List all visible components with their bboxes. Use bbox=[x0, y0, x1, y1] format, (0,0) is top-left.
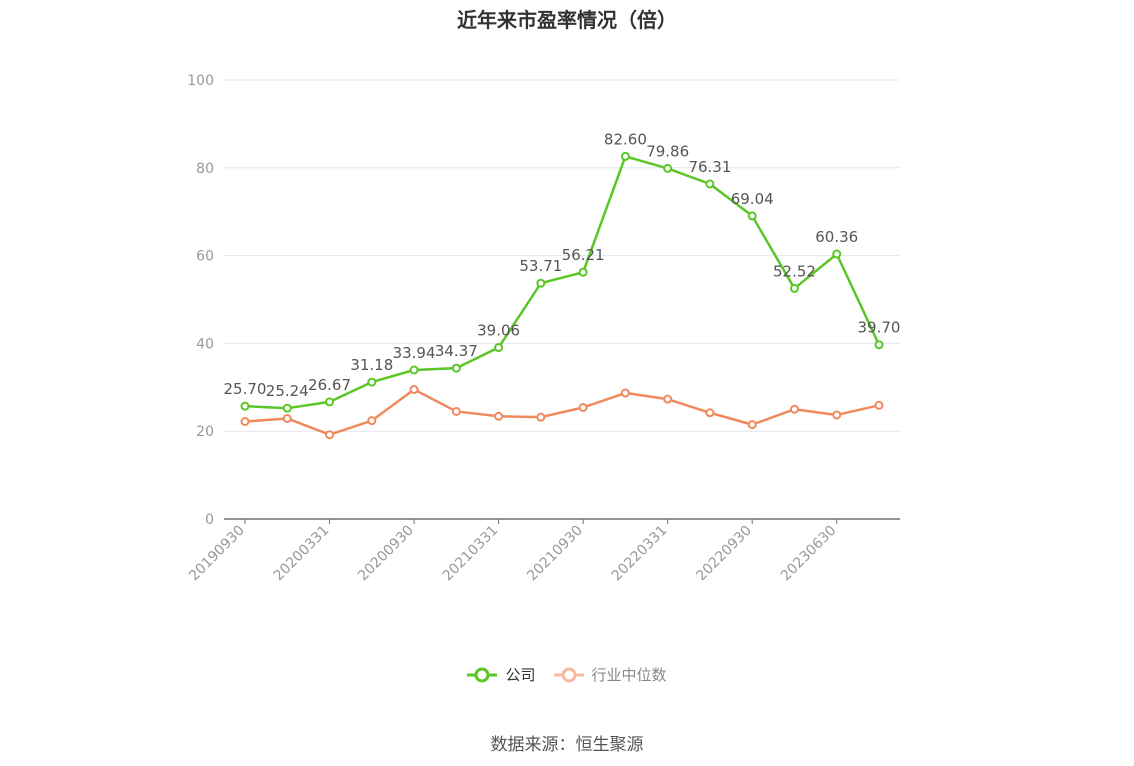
series-line bbox=[244, 155, 881, 410]
data-point bbox=[409, 384, 419, 394]
data-label: 39.06 bbox=[477, 322, 520, 340]
data-point bbox=[536, 412, 546, 422]
data-label: 82.60 bbox=[604, 130, 647, 148]
y-tick-label: 20 bbox=[196, 424, 214, 440]
legend-item-industry[interactable]: 行业中位数 bbox=[553, 664, 667, 685]
data-point bbox=[578, 267, 588, 277]
data-source-note: 数据来源：恒生聚源 bbox=[490, 735, 644, 755]
x-tick-label: 20200930 bbox=[355, 523, 417, 585]
legend: 公司 行业中位数 bbox=[0, 664, 1134, 685]
x-tick-label: 20190930 bbox=[186, 523, 248, 585]
x-tick-label: 20220930 bbox=[693, 523, 755, 585]
data-point bbox=[240, 417, 250, 427]
data-point bbox=[578, 402, 588, 412]
data-point bbox=[705, 408, 715, 418]
data-point bbox=[789, 404, 799, 414]
data-label: 53.71 bbox=[519, 257, 562, 275]
data-label: 79.86 bbox=[646, 142, 689, 160]
y-tick-label: 80 bbox=[196, 161, 214, 177]
data-label: 31.18 bbox=[350, 356, 393, 374]
x-tick-label: 20210331 bbox=[440, 523, 502, 585]
data-point bbox=[874, 400, 884, 410]
data-point bbox=[832, 249, 842, 259]
chart-title: 近年来市盈率情况（倍） bbox=[457, 8, 677, 32]
data-point bbox=[620, 151, 630, 161]
data-point bbox=[282, 413, 292, 423]
y-tick-label: 0 bbox=[205, 512, 214, 528]
y-tick-label: 100 bbox=[187, 73, 214, 89]
data-label: 56.21 bbox=[562, 246, 605, 264]
data-point bbox=[451, 406, 461, 416]
legend-line-circle-icon bbox=[467, 667, 498, 682]
y-tick-label: 60 bbox=[196, 249, 214, 265]
data-point bbox=[789, 283, 799, 293]
data-label: 33.94 bbox=[393, 344, 436, 362]
data-label: 26.67 bbox=[308, 376, 351, 394]
data-point bbox=[494, 343, 504, 353]
data-point bbox=[663, 163, 673, 173]
data-point bbox=[874, 340, 884, 350]
data-label: 25.70 bbox=[224, 380, 267, 398]
data-point bbox=[747, 420, 757, 430]
data-point bbox=[832, 410, 842, 420]
data-point bbox=[367, 377, 377, 387]
x-tick-label: 20200331 bbox=[271, 523, 333, 585]
legend-item-company[interactable]: 公司 bbox=[467, 664, 536, 685]
legend-line-circle-icon bbox=[553, 667, 584, 682]
data-point bbox=[240, 401, 250, 411]
y-tick-label: 40 bbox=[196, 336, 214, 352]
data-label: 60.36 bbox=[815, 228, 858, 246]
data-label: 76.31 bbox=[688, 158, 731, 176]
data-point bbox=[282, 403, 292, 413]
data-point bbox=[494, 411, 504, 421]
data-point bbox=[663, 394, 673, 404]
data-point bbox=[747, 211, 757, 221]
data-point bbox=[325, 397, 335, 407]
series-line bbox=[244, 388, 880, 436]
data-point bbox=[620, 388, 630, 398]
data-point bbox=[367, 416, 377, 426]
x-tick-label: 20220331 bbox=[609, 523, 671, 585]
data-label: 25.24 bbox=[266, 382, 309, 400]
x-tick-label: 20210930 bbox=[524, 523, 586, 585]
legend-label-industry: 行业中位数 bbox=[591, 666, 667, 684]
data-point bbox=[536, 278, 546, 288]
x-tick-label: 20230630 bbox=[778, 523, 840, 585]
data-label: 52.52 bbox=[773, 262, 816, 280]
data-label: 69.04 bbox=[731, 190, 774, 208]
data-label: 34.37 bbox=[435, 342, 478, 360]
data-point bbox=[451, 363, 461, 373]
legend-label-company: 公司 bbox=[505, 666, 536, 684]
data-point bbox=[409, 365, 419, 375]
data-label: 39.70 bbox=[858, 319, 901, 337]
data-point bbox=[325, 430, 335, 440]
data-point bbox=[705, 179, 715, 189]
